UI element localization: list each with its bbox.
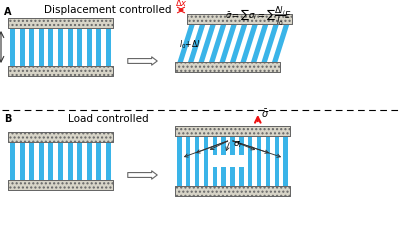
Bar [204,136,208,186]
Bar [212,167,217,186]
Bar [230,167,235,186]
Bar [175,186,290,196]
Bar [175,186,290,196]
Polygon shape [251,24,268,62]
Bar [106,142,111,180]
Bar [175,62,280,72]
Bar [77,28,82,66]
Text: Load controlled: Load controlled [68,114,148,124]
Bar [274,136,279,186]
Bar [187,14,292,24]
Bar [48,28,54,66]
Polygon shape [178,24,195,62]
Bar [39,28,44,66]
Bar [222,136,226,155]
Polygon shape [240,24,258,62]
Text: $l_0{+}\Delta l$: $l_0{+}\Delta l$ [179,39,200,51]
Bar [222,167,226,186]
Bar [77,142,82,180]
Bar [8,66,113,76]
Polygon shape [272,24,290,62]
Bar [175,126,290,136]
Text: A: A [4,7,12,17]
Bar [8,18,113,28]
Polygon shape [198,24,216,62]
Text: $\Delta x$: $\Delta x$ [175,0,187,8]
Bar [266,136,270,186]
Bar [10,28,15,66]
Bar [175,126,290,136]
Text: B: B [4,114,11,124]
Text: Displacement controlled: Displacement controlled [44,5,172,15]
Bar [68,142,72,180]
Bar [39,142,44,180]
Bar [212,136,217,155]
Bar [187,14,292,24]
Bar [186,136,190,186]
Bar [177,136,182,186]
Bar [58,142,63,180]
Bar [87,28,92,66]
Bar [248,136,252,186]
Bar [29,142,34,180]
Bar [8,180,113,190]
Bar [175,62,280,72]
Bar [230,136,235,155]
Bar [239,136,244,155]
Bar [8,132,113,142]
Bar [20,142,25,180]
Bar [58,28,63,66]
Bar [8,66,113,76]
Polygon shape [230,24,248,62]
Bar [20,28,25,66]
Bar [68,28,72,66]
Bar [257,136,261,186]
Polygon shape [188,24,206,62]
Bar [87,142,92,180]
Polygon shape [220,24,237,62]
Polygon shape [262,24,279,62]
Bar [8,18,113,28]
Bar [10,142,15,180]
Bar [283,136,288,186]
Polygon shape [209,24,226,62]
Bar [106,28,111,66]
Bar [195,136,199,186]
Bar [29,28,34,66]
Bar [96,28,101,66]
Text: $\sigma_i$: $\sigma_i$ [233,139,243,149]
Bar [8,132,113,142]
Text: $\bar{\sigma} = \sum \sigma_i = \sum \dfrac{\Delta l_i}{l_0} E$: $\bar{\sigma} = \sum \sigma_i = \sum \df… [225,4,292,28]
Bar [239,167,244,186]
Bar [8,180,113,190]
Bar [96,142,101,180]
Bar [48,142,54,180]
Text: $\bar{\sigma}$: $\bar{\sigma}$ [261,108,269,120]
